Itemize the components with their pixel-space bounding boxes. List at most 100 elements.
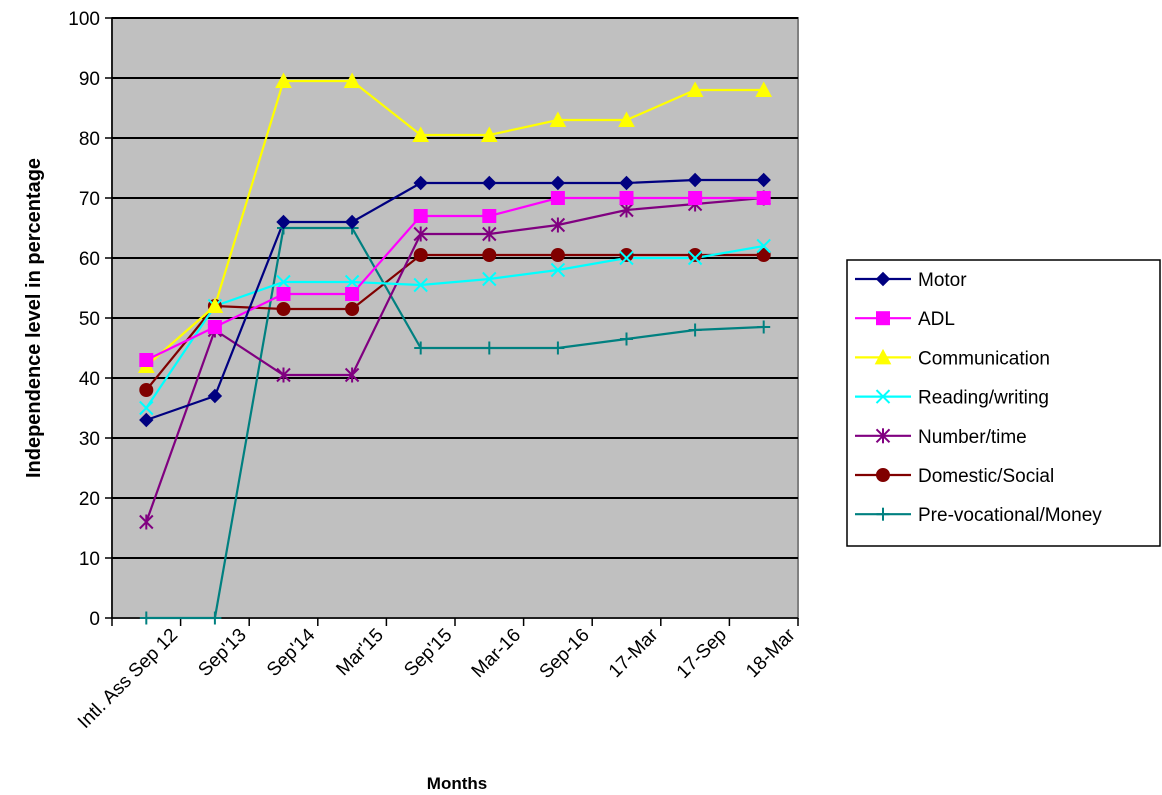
data-point-marker	[482, 209, 497, 223]
x-tick-label: Sep'14	[263, 624, 320, 681]
data-point-marker	[687, 250, 703, 266]
data-point-marker	[756, 248, 771, 262]
data-point-marker	[618, 111, 635, 127]
data-point-marker	[413, 248, 428, 262]
data-point-marker	[414, 341, 428, 355]
data-point-marker	[276, 302, 291, 316]
data-point-marker	[875, 428, 891, 444]
legend-item: Reading/writing	[855, 388, 1049, 409]
data-point-marker	[208, 611, 222, 625]
data-point-marker	[875, 271, 891, 287]
data-point-marker	[139, 353, 154, 367]
data-point-marker	[549, 111, 567, 127]
data-point-marker	[413, 226, 428, 242]
marker-stroke	[687, 250, 703, 266]
data-point-marker	[139, 514, 154, 530]
x-tick-label: Sep-16	[536, 625, 594, 683]
series-lines	[145, 79, 764, 620]
x-axis-title: Months	[427, 774, 487, 793]
y-tick-label: 30	[79, 429, 100, 450]
marker-stroke	[756, 238, 771, 254]
data-point-marker	[756, 191, 771, 205]
marker-stroke	[619, 250, 634, 266]
data-point-marker	[139, 383, 154, 397]
legend-item: Number/time	[855, 427, 1027, 448]
data-point-marker	[344, 274, 360, 290]
data-point-marker	[619, 191, 634, 205]
marker-stroke	[276, 274, 291, 290]
legend-label: Motor	[918, 270, 967, 291]
data-point-marker	[207, 320, 222, 334]
data-point-marker	[413, 209, 428, 223]
legend-box	[846, 259, 1161, 547]
data-point-marker	[275, 72, 292, 88]
data-point-marker	[688, 248, 703, 262]
axes	[105, 17, 799, 626]
legend-items: Motor ADL Communication Reading/writing Numb…	[855, 270, 1102, 526]
data-point-marker	[482, 271, 497, 287]
data-point-marker	[756, 238, 771, 254]
legend-item: Motor	[855, 270, 967, 291]
series-line	[146, 226, 764, 620]
data-point-marker	[139, 412, 154, 428]
data-point-marker	[688, 191, 703, 205]
data-point-marker	[206, 297, 224, 313]
legend-label: Domestic/Social	[918, 466, 1054, 487]
data-point-marker	[550, 217, 566, 233]
y-axis-tick-labels: 0 10 20 30 40 50 60 70 80 90 100	[68, 9, 100, 630]
data-point-marker	[482, 248, 497, 262]
data-point-marker	[687, 172, 703, 188]
x-tick-label: Intl. Ass Sep 12	[74, 625, 182, 733]
data-point-marker	[620, 332, 633, 346]
series-line	[145, 79, 764, 367]
series-markers-group	[139, 248, 771, 397]
y-tick-label: 40	[79, 369, 100, 390]
legend-label: Number/time	[918, 427, 1027, 448]
marker-stroke	[875, 389, 891, 404]
y-tick-label: 80	[79, 129, 100, 150]
data-point-marker	[876, 507, 890, 521]
y-tick-label: 70	[79, 189, 100, 210]
x-tick-label: Sep'13	[194, 625, 250, 681]
data-point-marker	[550, 262, 566, 278]
data-point-marker	[413, 277, 428, 293]
data-point-marker	[276, 274, 291, 290]
data-point-marker	[757, 320, 771, 334]
data-point-marker	[876, 311, 890, 326]
y-tick-label: 60	[79, 249, 100, 270]
data-point-marker	[482, 175, 497, 191]
data-point-marker	[139, 400, 154, 416]
data-point-marker	[139, 611, 153, 625]
data-point-marker	[756, 172, 771, 188]
data-point-marker	[874, 348, 892, 365]
legend-item: Pre-vocational/Money	[855, 505, 1102, 526]
series-line	[145, 196, 764, 523]
data-point-marker	[276, 214, 291, 230]
series-markers-group	[139, 172, 771, 428]
marker-stroke	[344, 274, 360, 290]
data-point-marker	[755, 81, 773, 97]
data-point-marker	[412, 126, 430, 142]
marker-stroke	[413, 277, 428, 293]
legend-item: Communication	[855, 348, 1050, 369]
data-point-marker	[343, 72, 361, 88]
y-axis-title: Independence level in percentage	[23, 158, 45, 478]
data-point-marker	[550, 191, 565, 205]
data-point-marker	[875, 389, 891, 404]
data-point-marker	[344, 214, 360, 230]
x-axis-tick-labels: Intl. Ass Sep 12 Sep'13 Sep'14 Mar'15 Sep'15…	[74, 624, 800, 733]
y-tick-label: 90	[79, 69, 100, 90]
series-markers	[137, 72, 773, 625]
legend-label: Communication	[918, 348, 1050, 369]
data-point-marker	[619, 248, 634, 262]
x-tick-label: Mar-16	[468, 625, 525, 682]
legend-label: ADL	[918, 309, 955, 330]
data-point-marker	[876, 468, 890, 482]
y-tick-label: 50	[79, 309, 100, 330]
y-tick-label: 20	[79, 489, 100, 510]
x-tick-label: 18-Mar	[742, 624, 800, 682]
data-point-marker	[686, 81, 704, 97]
y-tick-label: 10	[79, 549, 100, 570]
legend: Motor ADL Communication Reading/writing Numb…	[846, 259, 1161, 547]
